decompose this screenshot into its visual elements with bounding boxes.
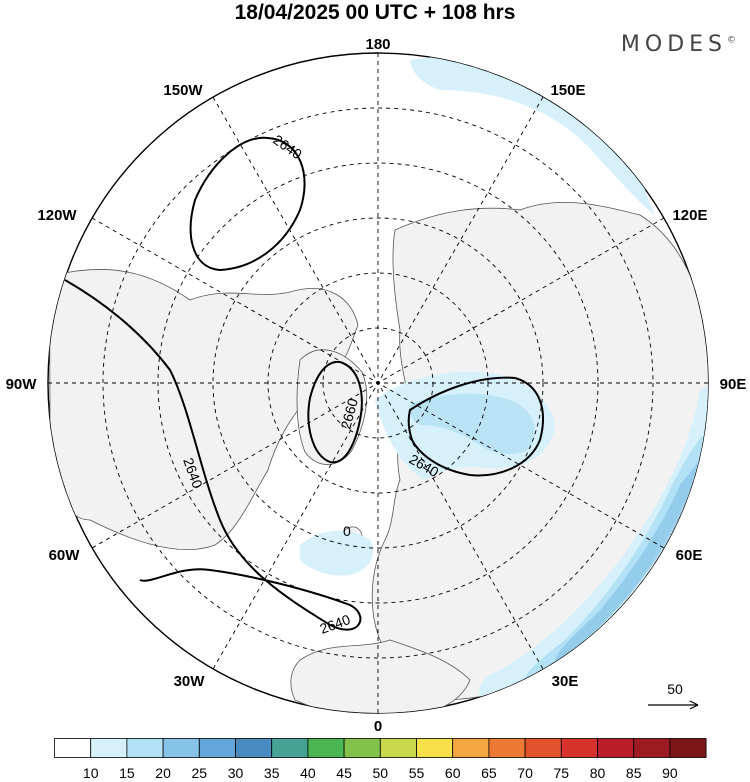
contour-atlantic-ridge	[64, 279, 362, 631]
colorbar-box	[669, 738, 707, 758]
contour-label: 2660	[337, 396, 361, 430]
colorbar-tick-label: 65	[481, 765, 497, 781]
geopotential-contours	[64, 136, 544, 631]
colorbar-boxes	[54, 738, 707, 758]
brand-logo: MODES©	[621, 32, 736, 57]
colorbar-tick-label: 35	[264, 765, 280, 781]
copyright-mark: ©	[727, 35, 736, 46]
colorbar-box	[126, 738, 164, 758]
lon-label-30e: 30E	[552, 673, 579, 690]
colorbar-box	[307, 738, 345, 758]
jet-central-asia	[479, 380, 708, 701]
colorbar-tick-label: 25	[192, 765, 208, 781]
colorbar-box	[90, 738, 128, 758]
colorbar-box	[452, 738, 490, 758]
contour-label: 0	[343, 523, 351, 539]
lon-label-90e: 90E	[720, 376, 747, 393]
colorbar-tick-label: 40	[300, 765, 316, 781]
lon-label-30w: 30W	[174, 673, 206, 690]
colorbar-tick-label: 70	[517, 765, 533, 781]
colorbar-tick-label: 50	[373, 765, 389, 781]
colorbar-tick-label: 45	[336, 765, 352, 781]
colorbar-box	[379, 738, 417, 758]
colorbar-tick-label: 60	[445, 765, 461, 781]
lon-label-180: 180	[365, 36, 390, 53]
colorbar-box	[633, 738, 671, 758]
colorbar-box	[343, 738, 381, 758]
contour-greenland-high	[307, 360, 363, 464]
meridians	[48, 53, 708, 713]
colorbar-tick-label: 90	[662, 765, 678, 781]
lon-label-150w: 150W	[163, 82, 203, 99]
jet-europe-core	[409, 393, 535, 455]
lon-label-120e: 120E	[672, 207, 707, 224]
colorbar-tick-label: 30	[228, 765, 244, 781]
land-greenland	[296, 349, 368, 465]
wind-reference-arrowhead	[689, 700, 699, 710]
colorbar-box	[271, 738, 309, 758]
lon-label-60w: 60W	[49, 547, 81, 564]
jet-core-asia	[524, 430, 708, 685]
colorbar: 10 15 20 25 30 35 40 45 50 55 60 65 70 75 80 85 90	[54, 738, 707, 781]
lon-label-0: 0	[374, 718, 382, 735]
land-africa	[290, 639, 471, 713]
map-title: 18/04/2025 00 UTC + 108 hrs	[234, 1, 516, 24]
wind-reference-label: 50	[667, 681, 683, 697]
lon-label-90w: 90W	[6, 376, 38, 393]
lon-label-150e: 150E	[550, 82, 585, 99]
colorbar-box	[597, 738, 635, 758]
colorbar-box	[198, 738, 236, 758]
colorbar-box	[54, 738, 92, 758]
jet-atlantic	[300, 530, 374, 576]
colorbar-tick-label: 10	[83, 765, 99, 781]
colorbar-box	[560, 738, 598, 758]
colorbar-tick-label: 80	[590, 765, 606, 781]
lon-label-60e: 60E	[676, 547, 703, 564]
colorbar-box	[488, 738, 526, 758]
colorbar-tick-label: 75	[554, 765, 570, 781]
colorbar-box	[162, 738, 200, 758]
contour-pacific-low	[189, 136, 306, 272]
jet-core-strong	[555, 460, 700, 662]
colorbar-tick-label: 20	[155, 765, 171, 781]
colorbar-tick-label: 85	[626, 765, 642, 781]
colorbar-box	[524, 738, 562, 758]
colorbar-tick-label: 15	[119, 765, 135, 781]
brand-name: MODES	[620, 32, 727, 57]
colorbar-ticks: 10 15 20 25 30 35 40 45 50 55 60 65 70 75 80 85 90	[83, 765, 678, 781]
colorbar-tick-label: 55	[409, 765, 425, 781]
contour-europe-loop	[407, 376, 544, 477]
lon-label-120w: 120W	[37, 207, 77, 224]
colorbar-box	[416, 738, 454, 758]
polar-map: 2640 2660 2640 2640 2640 0 180 150W 150E…	[6, 36, 747, 735]
colorbar-box	[235, 738, 273, 758]
